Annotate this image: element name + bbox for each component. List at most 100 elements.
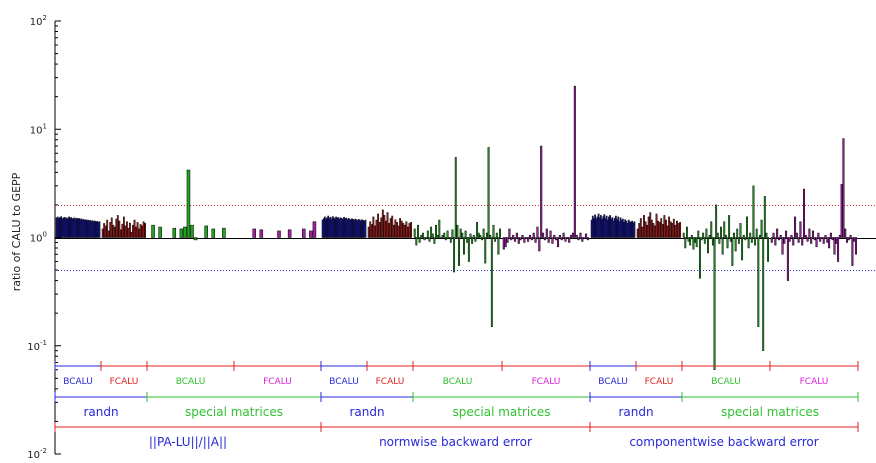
bar <box>661 224 664 238</box>
bar <box>302 228 306 238</box>
group-name-label: FCALU <box>263 377 292 387</box>
y-tick-base: 10 <box>30 17 43 28</box>
bar <box>785 230 788 238</box>
bar <box>517 237 520 244</box>
bar <box>532 232 535 238</box>
bar <box>129 222 131 238</box>
bar <box>757 237 760 327</box>
bar <box>713 237 716 371</box>
bar <box>633 221 636 238</box>
bar <box>665 219 667 238</box>
bar <box>639 218 642 238</box>
bars <box>55 85 857 371</box>
group-name-label: BCALU <box>443 377 473 387</box>
bar <box>525 237 528 239</box>
bar <box>141 225 143 238</box>
bar <box>644 221 647 238</box>
bar <box>577 237 580 241</box>
bar <box>721 237 724 255</box>
bar <box>135 226 137 238</box>
bar <box>446 230 449 238</box>
bar <box>423 237 426 241</box>
bar <box>846 237 849 243</box>
bar <box>760 219 763 238</box>
bar <box>497 237 500 255</box>
bar <box>831 237 834 241</box>
bar <box>466 237 469 243</box>
group-name-label: FCALU <box>532 377 561 387</box>
bar <box>585 233 588 238</box>
bar <box>482 228 485 238</box>
bar <box>456 224 459 238</box>
bar <box>801 237 804 246</box>
bar <box>104 225 107 238</box>
bar <box>110 217 113 238</box>
bar <box>729 237 732 242</box>
y-tick-label: 10-2 <box>27 447 47 459</box>
bar <box>190 224 194 238</box>
bar <box>459 228 462 238</box>
bar <box>172 227 177 238</box>
bar <box>579 232 582 238</box>
bar <box>421 232 424 238</box>
bar <box>842 138 845 238</box>
bar <box>672 218 675 238</box>
matrix-type-label: randn <box>83 405 118 419</box>
bar <box>426 230 429 238</box>
group-name-label: FCALU <box>645 377 674 387</box>
bar <box>720 226 722 238</box>
bar <box>803 188 806 238</box>
bar <box>485 232 488 238</box>
bar <box>765 232 768 238</box>
bar <box>822 237 825 244</box>
bar <box>107 230 110 238</box>
bar <box>575 234 578 238</box>
bar <box>394 219 397 238</box>
bar <box>372 216 375 238</box>
y-tick-label: 10-1 <box>27 339 47 353</box>
bar <box>551 237 554 244</box>
bar <box>571 232 575 238</box>
bar <box>122 216 125 238</box>
bar <box>435 224 437 238</box>
bar <box>451 229 454 238</box>
bar <box>573 85 576 238</box>
bar <box>777 237 780 241</box>
bar <box>428 237 431 242</box>
bar <box>142 221 145 238</box>
bar <box>389 218 392 238</box>
bar <box>126 221 128 238</box>
bar <box>774 237 777 246</box>
bar <box>106 219 109 238</box>
bar <box>527 237 530 242</box>
bar <box>781 237 784 255</box>
y-tick-exponent: 2 <box>43 14 47 22</box>
bar <box>828 237 831 249</box>
bar <box>746 216 748 238</box>
bar <box>581 237 584 242</box>
group-name-label: BCALU <box>63 377 93 387</box>
bar <box>838 234 841 238</box>
bar <box>408 223 411 238</box>
bar <box>844 228 847 238</box>
bar <box>549 230 552 238</box>
bar <box>364 219 367 238</box>
bar <box>810 237 813 244</box>
metric-label: componentwise backward error <box>629 435 818 449</box>
bar <box>515 232 518 238</box>
bar <box>687 237 690 242</box>
bar <box>556 237 560 248</box>
bar <box>436 234 439 238</box>
bar <box>702 232 705 238</box>
bar <box>499 228 502 238</box>
bar <box>479 234 482 238</box>
bar <box>682 232 685 238</box>
bar <box>513 237 517 242</box>
bar <box>530 237 533 241</box>
bar <box>508 228 511 238</box>
bar <box>742 234 745 238</box>
bar <box>448 237 451 239</box>
bar <box>179 228 184 238</box>
bar <box>397 225 400 238</box>
bar <box>750 237 753 243</box>
